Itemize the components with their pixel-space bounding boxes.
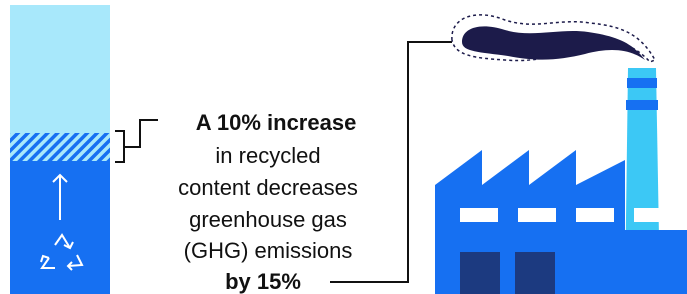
callout-line: A 10% increase: [196, 110, 357, 135]
bracket: [115, 120, 158, 162]
recycled-bar: [10, 5, 110, 294]
chimney-stripe: [626, 100, 658, 110]
callout-line: content decreases: [178, 175, 358, 200]
callout-line: in recycled: [215, 143, 320, 168]
infographic: A 10% increase in recycled content decre…: [0, 0, 687, 294]
factory: [435, 68, 687, 294]
callout-line: by 15%: [225, 269, 301, 294]
bar-hatch: [10, 133, 110, 161]
smoke: [452, 15, 655, 62]
callout: A 10% increase in recycled content decre…: [178, 110, 358, 294]
chimney-stripe: [627, 78, 657, 88]
callout-line: (GHG) emissions: [184, 238, 353, 263]
bar-top: [10, 5, 110, 133]
callout-line: greenhouse gas: [189, 207, 347, 232]
